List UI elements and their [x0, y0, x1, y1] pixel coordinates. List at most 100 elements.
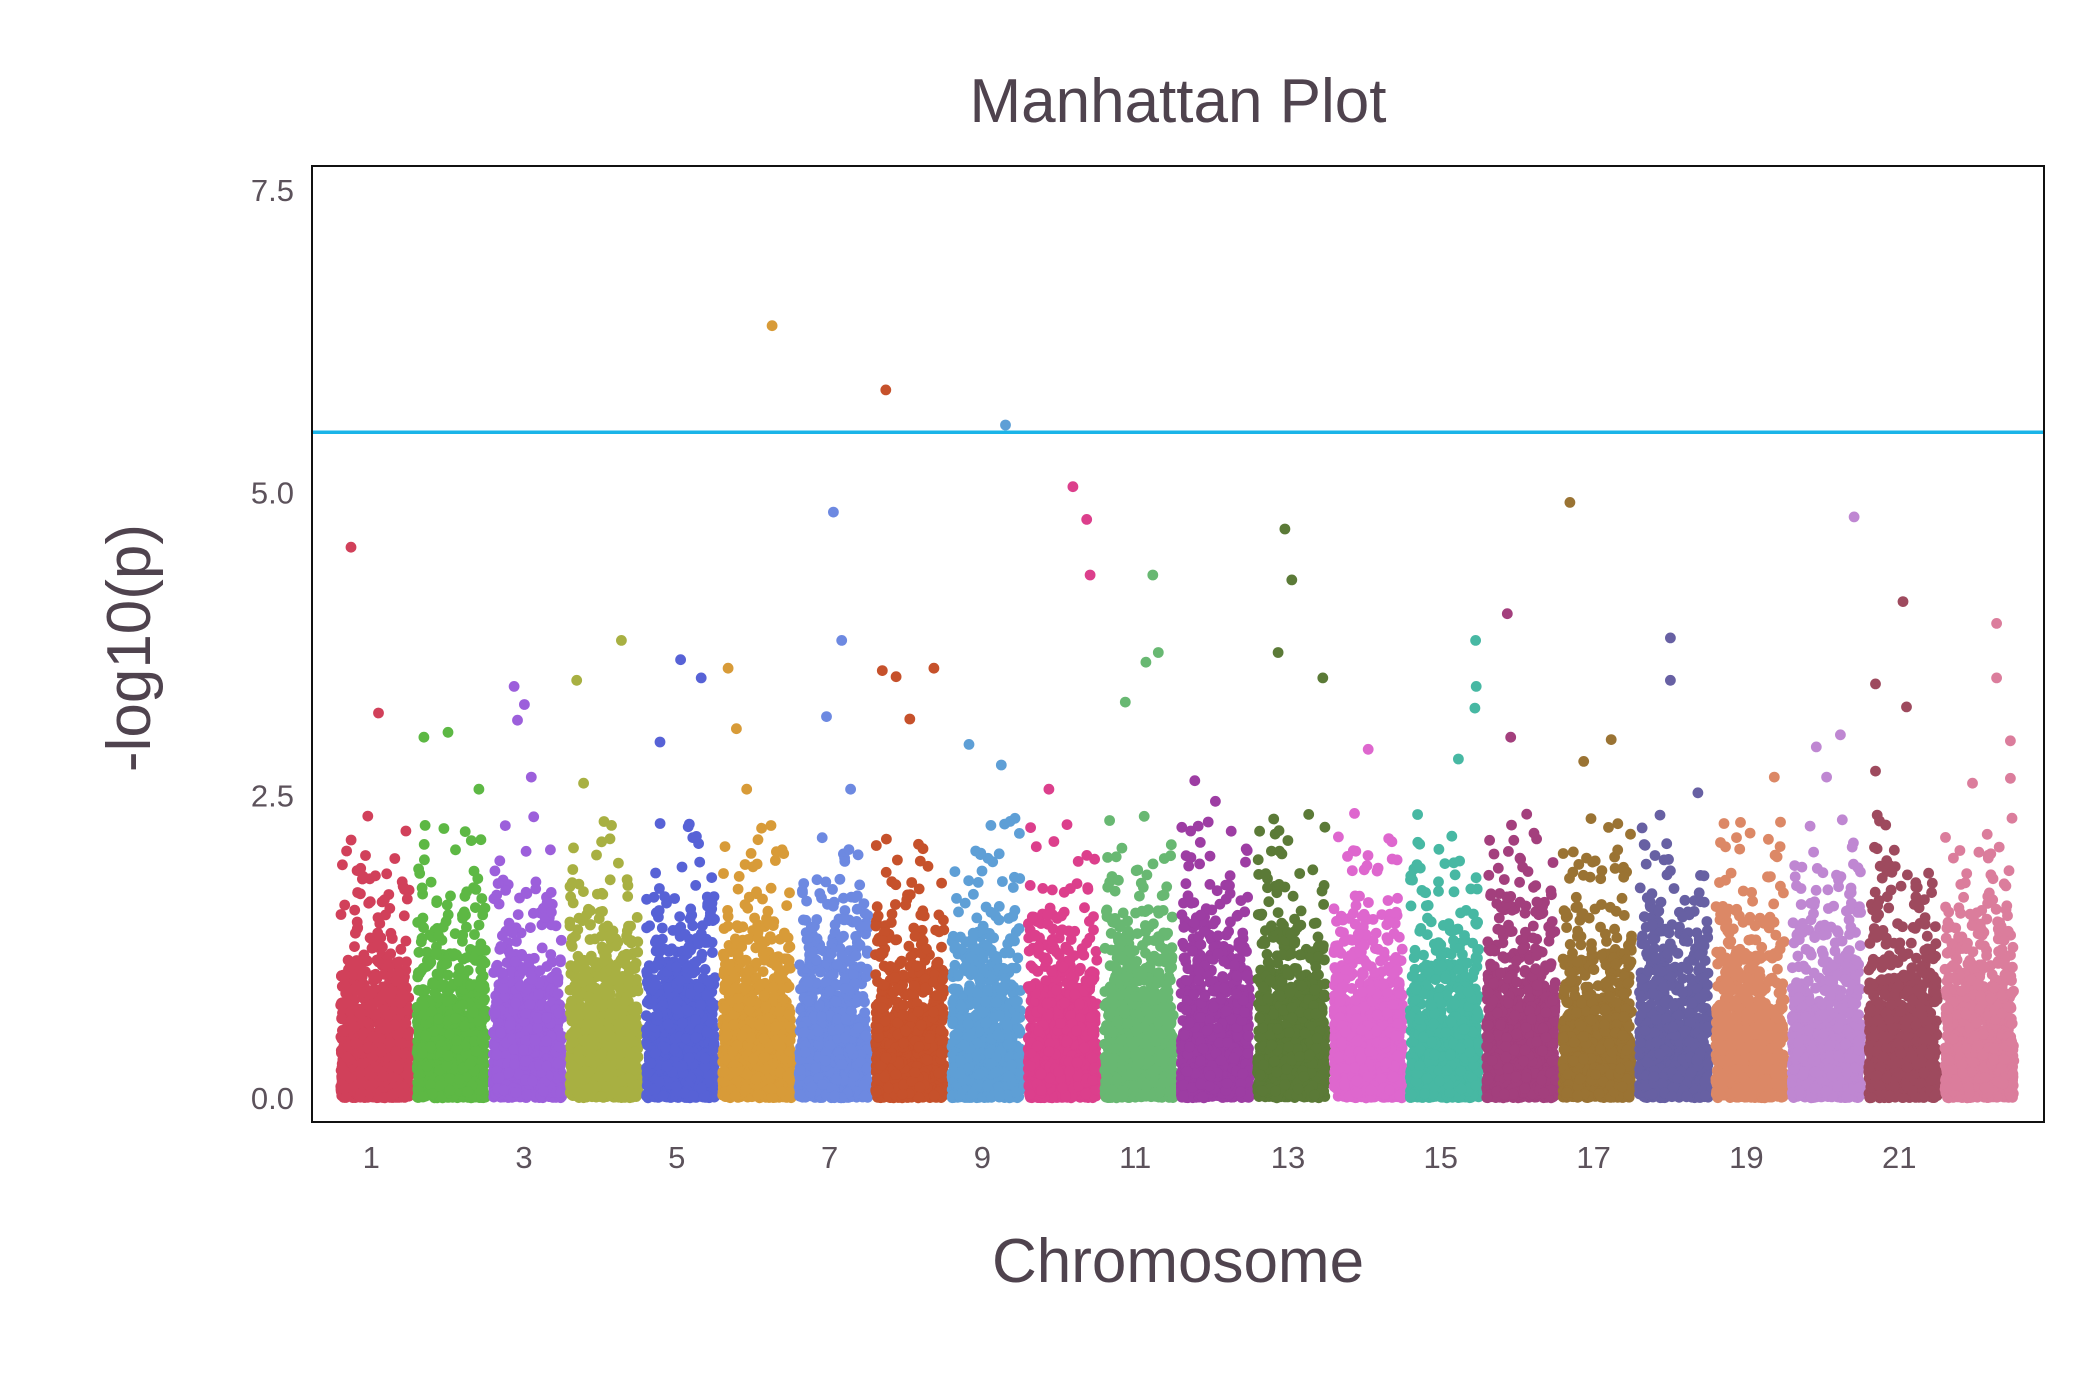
- snp-point: [351, 923, 363, 935]
- snp-point: [622, 880, 634, 891]
- snp-point: [518, 1044, 529, 1056]
- snp-point: [350, 1037, 361, 1049]
- snp-point: [416, 882, 428, 894]
- snp-point: [464, 1058, 476, 1070]
- snp-point: [578, 970, 589, 981]
- snp-point: [475, 834, 487, 846]
- snp-point: [339, 899, 351, 911]
- snp-point: [512, 909, 524, 920]
- snp-point: [381, 868, 393, 880]
- snp-point: [694, 856, 706, 868]
- snp-point: [394, 1086, 406, 1098]
- snp-point: [583, 1083, 595, 1094]
- snp-point: [417, 1047, 428, 1059]
- snp-point: [498, 1084, 510, 1096]
- snp-point: [632, 985, 644, 997]
- snp-point: [613, 1018, 624, 1030]
- snp-point: [600, 988, 611, 1000]
- snp-point: [632, 946, 644, 958]
- snp-point: [355, 1087, 367, 1099]
- snp-point: [396, 876, 408, 888]
- snp-point: [355, 888, 366, 900]
- snp-point: [462, 1086, 474, 1098]
- snp-point: [421, 946, 433, 958]
- snp-point: [495, 941, 507, 952]
- snp-point: [614, 1048, 625, 1060]
- snp-point: [525, 922, 536, 933]
- snp-point: [402, 1069, 413, 1080]
- snp-point: [373, 956, 385, 968]
- snp-point: [431, 895, 443, 907]
- snp-point: [425, 876, 437, 888]
- snp-point: [532, 1022, 543, 1034]
- snp-point: [604, 1041, 616, 1052]
- snp-point: [565, 891, 576, 903]
- snp-point: [628, 1088, 640, 1100]
- snp-point: [552, 974, 564, 986]
- snp-point: [442, 1050, 454, 1062]
- snp-point: [340, 1069, 352, 1081]
- snp-point: [392, 1063, 404, 1074]
- snp-point: [625, 937, 637, 949]
- snp-point: [519, 1056, 531, 1067]
- snp-point: [382, 1022, 394, 1034]
- snp-point: [613, 857, 624, 869]
- snp-point: [351, 955, 362, 966]
- snp-point: [459, 1020, 471, 1032]
- snp-point: [438, 823, 450, 834]
- snp-point: [398, 1048, 410, 1060]
- snp-point: [504, 1019, 516, 1031]
- snp-point: [386, 985, 398, 997]
- snp-point: [336, 1013, 348, 1025]
- snp-point: [450, 844, 461, 856]
- snp-point: [534, 965, 546, 977]
- snp-point: [546, 906, 557, 918]
- snp-point: [568, 842, 579, 854]
- snp-point: [470, 902, 481, 913]
- snp-point: [370, 870, 381, 882]
- snp-point: [419, 820, 431, 831]
- snp-point: [376, 991, 388, 1002]
- snp-point: [490, 1007, 501, 1019]
- snp-point: [400, 1017, 411, 1029]
- snp-point: [367, 1031, 379, 1043]
- snp-point: [566, 1015, 578, 1027]
- snp-point: [442, 969, 454, 981]
- snp-point: [338, 1026, 349, 1037]
- snp-point: [622, 891, 634, 902]
- snp-point: [383, 889, 395, 900]
- snp-point: [362, 810, 374, 822]
- snp-point-peak: [473, 783, 485, 795]
- snp-point: [360, 850, 371, 861]
- snp-point: [706, 872, 718, 883]
- snp-point: [541, 1060, 552, 1072]
- snp-point: [583, 1055, 595, 1067]
- snp-point: [545, 887, 557, 898]
- snp-point: [517, 965, 528, 976]
- snp-point: [449, 1013, 461, 1024]
- snp-point: [362, 1042, 373, 1054]
- chart-title: Manhattan Plot: [969, 67, 1386, 136]
- snp-point: [623, 977, 634, 988]
- snp-point: [536, 942, 548, 954]
- snp-point: [582, 1066, 593, 1078]
- snp-point: [616, 1086, 628, 1098]
- snp-point: [453, 975, 464, 987]
- snp-point: [527, 1075, 538, 1087]
- snp-point: [533, 989, 544, 1000]
- snp-point: [529, 1034, 541, 1046]
- snp-point: [393, 956, 405, 968]
- snp-point: [626, 1034, 638, 1046]
- snp-point: [413, 863, 424, 875]
- snp-point: [372, 927, 384, 939]
- snp-point-peak: [508, 681, 520, 692]
- snp-point: [416, 932, 428, 944]
- snp-point: [491, 1049, 503, 1061]
- snp-point: [583, 991, 594, 1003]
- snp-point: [509, 956, 521, 968]
- snp-point: [568, 1061, 580, 1073]
- snp-point: [494, 855, 506, 867]
- snp-point: [578, 954, 590, 966]
- snp-point: [552, 988, 564, 1000]
- snp-point: [357, 871, 369, 882]
